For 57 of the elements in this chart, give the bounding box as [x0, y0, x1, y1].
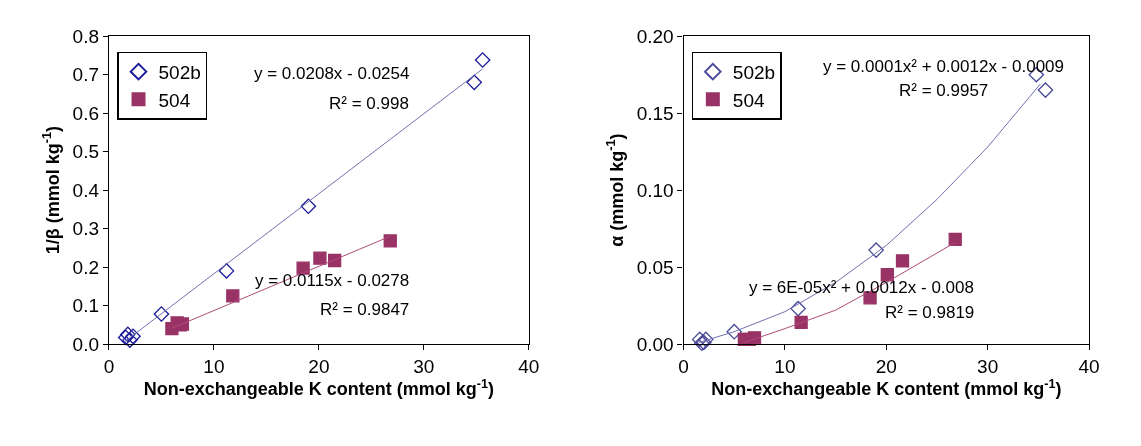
y-tick-label: 0.00: [636, 333, 674, 355]
annotation: R² = 0.9957: [899, 81, 989, 100]
y-tick-label: 0.7: [72, 64, 100, 86]
y-tick-label: 0.2: [72, 256, 100, 278]
y-tick-label: 0.6: [72, 102, 100, 124]
x-tick-label: 30: [413, 355, 435, 377]
point: [726, 323, 743, 340]
x-tick-label: 40: [518, 355, 540, 377]
point: [226, 289, 240, 303]
point: [383, 234, 397, 248]
annotation: y = 6E-05x² + 0.0012x - 0.008: [749, 278, 974, 297]
x-tick-label: 20: [308, 355, 330, 377]
point: [300, 198, 317, 215]
point: [790, 300, 806, 317]
x-tick-label: 10: [774, 355, 796, 377]
y-tick-label: 0.1: [72, 295, 100, 317]
x-axis-title: Non-exchangeable K content (mmol kg$^{-1}$): [711, 376, 1062, 400]
x-tick-label: 10: [203, 355, 225, 377]
point: [895, 254, 910, 268]
y-tick-label: 0.10: [636, 179, 674, 201]
legend-label: 504: [158, 89, 191, 111]
y-tick-label: 0.8: [72, 25, 100, 47]
annotation: R² = 0.9819: [885, 303, 975, 322]
point: [122, 332, 138, 348]
legend-label: 504: [732, 89, 765, 111]
x-tick-label: 0: [678, 355, 689, 377]
y-tick-label: 0.15: [636, 102, 674, 124]
y-tick-label: 0.05: [636, 256, 674, 278]
x-axis-title: Non-exchangeable K content (mmol kg$^{-1}$): [143, 376, 494, 400]
point: [1037, 82, 1054, 98]
x-tick-label: 0: [103, 355, 115, 377]
legend-label: 502b: [158, 62, 201, 84]
x-tick-label: 40: [1078, 355, 1100, 377]
x-tick-label: 20: [875, 355, 897, 377]
point: [153, 306, 170, 322]
legend-label: 502b: [732, 62, 776, 84]
point: [948, 232, 962, 246]
y-tick-label: 0.4: [72, 179, 100, 201]
point: [125, 328, 141, 345]
annotation: y = 0.0208x - 0.0254: [254, 64, 410, 83]
annotation: y = 0.0115x - 0.0278: [255, 271, 410, 290]
point: [880, 268, 894, 282]
point: [868, 242, 884, 258]
point: [691, 331, 708, 348]
annotation: y = 0.0001x² + 0.0012x - 0.0009: [823, 57, 1065, 76]
x-tick-label: 30: [977, 355, 999, 377]
point: [313, 251, 327, 265]
y-tick-label: 0.3: [72, 218, 100, 240]
y-tick-label: 0.5: [72, 141, 100, 163]
annotation: R² = 0.9847: [320, 300, 410, 319]
point: [474, 52, 491, 68]
y-tick-label: 0.0: [72, 333, 100, 355]
point: [466, 74, 483, 91]
y-tick-label: 0.20: [636, 25, 674, 47]
point: [218, 263, 235, 279]
annotation: R² = 0.998: [329, 94, 409, 113]
point: [296, 261, 310, 275]
